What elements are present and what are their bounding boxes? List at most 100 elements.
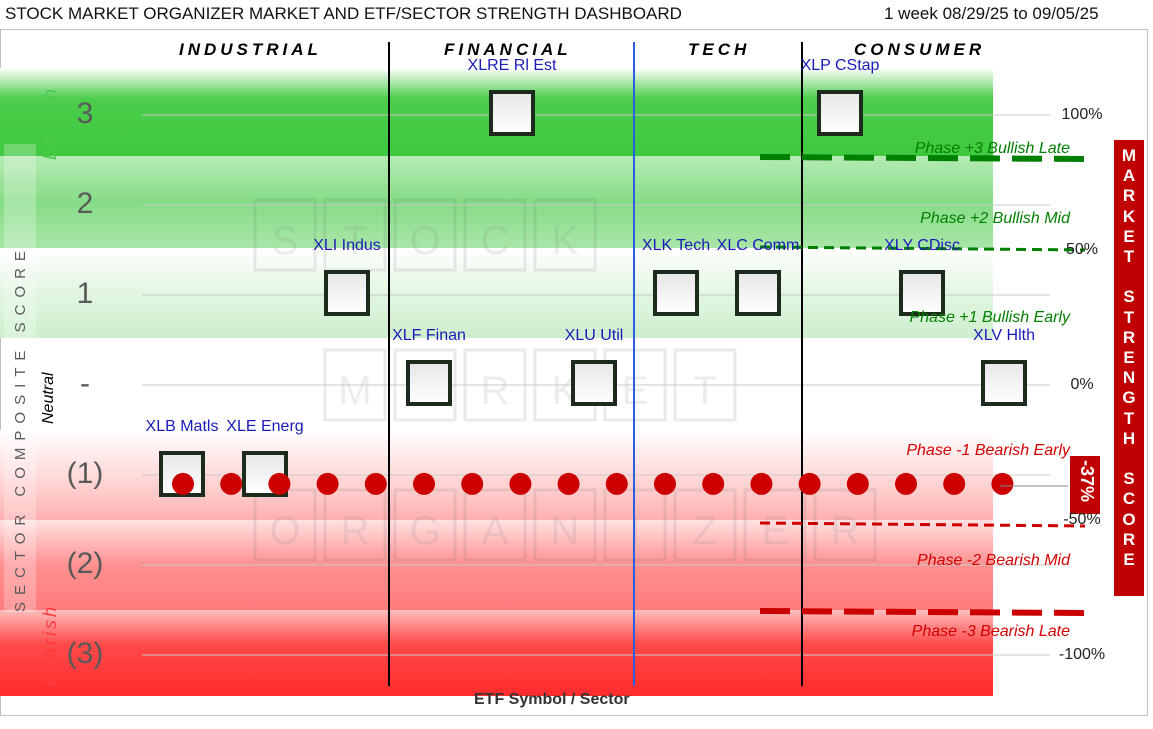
market-strength-dots [172,472,1014,495]
market-strength-title-letter: K [1122,206,1136,226]
market-strength-title-letter: C [1122,489,1136,509]
etf-label: XLP CStap [800,57,880,74]
watermark-letter: Z [693,509,717,553]
phase-label: Phase -1 Bearish Early [906,442,1070,459]
watermark-letter: S [272,219,299,263]
market-strength-title-letter: T [1123,307,1135,327]
market-strength-dot [509,472,532,495]
etf-label: XLB Matls [145,418,219,435]
phase-threshold-line [759,154,1086,162]
market-strength-title-letter: O [1122,509,1136,529]
etf-marker [817,90,863,136]
watermark-tile [393,198,457,272]
watermark-tile [533,198,597,272]
x-axis-title: ETF Symbol / Sector [474,691,630,708]
date-range: 1 week 08/29/25 to 09/05/25 [884,4,1099,23]
market-strength-title-letter: G [1122,388,1136,408]
etf-label: XLC Comm [716,237,800,254]
market-strength-value-box [1070,456,1100,514]
watermark-letter: N [551,509,580,553]
market-strength-dot [846,472,869,495]
etf-label: XLY CDisc [884,237,960,254]
left-tick-label: (3) [66,637,104,670]
market-strength-dot [750,472,773,495]
watermark-letter: R [481,369,510,413]
market-strength-title-letter [1120,267,1138,287]
market-strength-dot [702,472,725,495]
watermark-letter: T [693,369,717,413]
left-tick-label: 2 [76,187,94,220]
watermark-letter: R [831,509,860,553]
left-axis-title: SECTOR COMPOSITE SCORE [12,244,29,612]
right-tick-label: -50% [1063,511,1101,528]
market-strength-dot [316,472,339,495]
etf-marker [653,270,699,316]
watermark-letter: E [762,509,789,553]
market-strength-dot [461,472,484,495]
market-strength-dot [798,472,821,495]
right-tick-label: 100% [1061,106,1103,123]
zone-bearish-3 [0,610,993,696]
chart-frame [0,29,1148,716]
sector-dividers [388,42,803,686]
market-strength-title-letter: E [1123,226,1135,246]
sector-tech: TECH [688,40,751,59]
phase-threshold-line [759,608,1086,616]
etf-label: XLE Energ [226,418,304,435]
etf-label: XLF Finan [392,327,466,344]
etf-marker [735,270,781,316]
etf-marker [981,360,1027,406]
market-strength-title-letter: S [1123,469,1135,489]
zone-bullish-2 [0,156,993,248]
left-tick-label: - [80,367,90,400]
watermark-letter: M [338,369,371,413]
watermark-letter: A [482,509,509,553]
phase-label: Phase -3 Bearish Late [911,623,1070,640]
watermark-letter: O [409,219,440,263]
market-strength-dot [364,472,387,495]
etf-label: XLV Hlth [973,327,1035,344]
phase-label: Phase -2 Bearish Mid [917,552,1070,569]
sector-financial: FINANCIAL [444,40,572,59]
market-strength-title-letter: M [1121,146,1137,165]
market-strength-title-letter: H [1122,428,1136,448]
market-strength-dot [991,472,1014,495]
left-tick-label: 3 [76,97,94,130]
etf-label: XLU Util [564,327,624,344]
market-strength-value: -37% [1077,460,1097,503]
watermark-letter: T [343,219,367,263]
etf-label: XLK Tech [641,237,711,254]
left-axis-band [4,144,36,612]
etf-marker [406,360,452,406]
watermark-letter: K [552,219,579,263]
market-strength-title-letter: T [1123,247,1135,267]
gridlines [142,114,1050,656]
left-tick-label: (2) [66,547,104,580]
watermark-letter: O [269,509,300,553]
etf-label: XLI Indus [313,237,381,254]
phase-label: Phase +3 Bullish Late [914,140,1070,157]
phase-label: Phase +1 Bullish Early [909,309,1070,326]
etf-marker [571,360,617,406]
right-tick-label: 0% [1070,376,1094,393]
right-tick-label: -100% [1058,646,1106,663]
market-strength-dot [220,472,243,495]
left-tick-label: (1) [66,457,104,490]
market-strength-dot [895,472,917,495]
market-strength-title-letter: E [1123,550,1135,570]
phase-threshold-line [759,521,1086,528]
market-strength-title-letter: N [1122,368,1136,388]
watermark-letter: C [481,219,510,263]
watermark-tile [463,488,527,562]
watermark-letter: R [341,509,370,553]
sector-consumer: CONSUMER [854,40,986,59]
market-strength-title-letter: S [1123,287,1135,307]
dashboard-title: STOCK MARKET ORGANIZER MARKET AND ETF/SE… [5,4,682,23]
market-strength-title-letter: E [1123,348,1135,368]
market-strength-dot [413,472,435,495]
zone-bullish-1 [0,248,993,338]
market-strength-dot [605,472,628,495]
etf-markers [159,90,1027,497]
watermark-tile [323,488,387,562]
